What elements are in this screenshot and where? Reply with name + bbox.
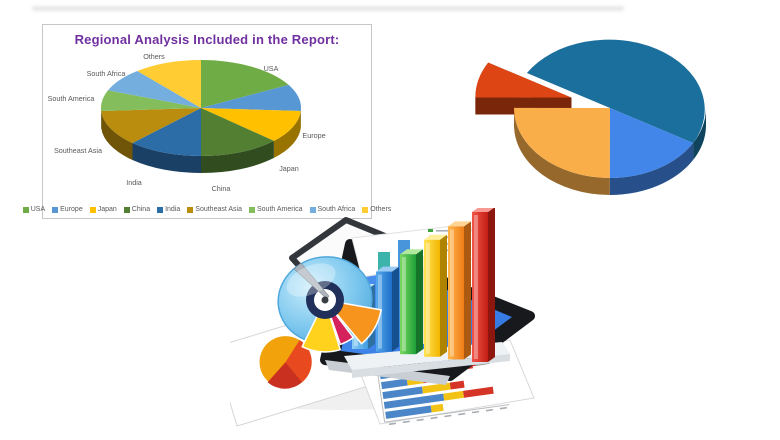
legend-label: Japan [97,206,117,213]
pie-label: Others [143,52,165,61]
pie-slice-side [132,143,201,173]
bar-3d [400,249,423,355]
pie-slice [137,60,201,108]
donut-gauge [277,256,382,353]
legend-item: Southeast Asia [187,206,242,213]
artifact-streak [32,6,624,11]
legend-swatch [248,206,255,213]
analytics-clipart [230,208,535,427]
legend-swatch [123,206,130,213]
legend-item: Japan [89,206,117,213]
bar-3d [448,221,471,360]
pie-label: South America [48,94,95,103]
donut-wedge [301,297,342,353]
pie-slice-side [273,111,301,158]
paper-bar-segment [449,380,465,390]
legend-swatch [157,206,164,213]
mini-legend-mark [428,229,433,232]
pie-label: Japan [279,164,299,173]
legend-item: South America [248,206,303,213]
pie-slice [201,108,274,157]
legend-swatch [22,206,29,213]
bar-3d [472,208,495,362]
pie-slice [609,108,694,179]
pie-slice-side [693,108,706,160]
pie-slice-side [609,143,694,196]
pie-label: South Africa [87,69,126,78]
legend-swatch [52,206,59,213]
legend-item: Europe [52,206,83,213]
paper-bar-segment [430,403,444,413]
legend-label: China [131,206,151,213]
pie-label: Europe [302,131,325,140]
paper-bar-segment [443,390,465,401]
pie-slice [475,62,572,98]
regional-analysis-chart-panel: Regional Analysis Included in the Report… [22,24,391,219]
pie-slice [513,107,610,178]
legend-item: India [157,206,180,213]
pie-slice [101,108,201,143]
legend-swatch [309,206,316,213]
paper-bar-segment [463,386,494,398]
legend-swatch [187,206,194,213]
legend-item: China [123,206,151,213]
paper-bar-segment [422,382,451,394]
paper-bar-segment [381,378,408,390]
pie-slice [100,90,201,111]
regional-pie-3d-chart: USA Europe Japan China India Southeast Asia So… [48,52,326,193]
pie-label: China [212,184,231,193]
pie-slice [201,84,301,111]
chart-title: Regional Analysis Included in the Report… [74,32,340,47]
legend-label: Europe [60,206,83,213]
legend-item: South Africa [309,206,356,213]
legend-label: Southeast Asia [195,206,242,213]
legend-swatch [362,206,369,213]
legend-label: India [165,206,181,213]
pie-slice [108,71,201,108]
pie-slice [132,108,201,156]
pie-label: India [126,178,142,187]
legend-swatch [89,206,96,213]
pie-slice [201,108,301,141]
paper-bar-segment [382,386,424,400]
bar-3d [424,234,447,357]
pie-slice [526,39,705,143]
pie-slice-side [101,111,133,160]
chart-legend: USA Europe Japan China India Southeast Asia So… [22,206,391,213]
legend-label: Others [370,206,392,213]
pie-slice-side [201,140,274,174]
pie-label: USA [264,64,279,73]
paper-bar-segment [383,393,445,409]
pie-slice-side [514,108,610,195]
legend-label: South Africa [317,206,356,213]
legend-item: USA [22,206,46,213]
pie-label: Southeast Asia [54,146,102,155]
gauge-needle [293,262,330,300]
market-share-pie-3d-chart [475,39,706,196]
legend-label: South America [256,206,303,213]
legend-label: USA [30,206,46,213]
paper-bar-segment [385,405,432,419]
legend-item: Others [362,206,391,213]
pie-slice [201,60,289,108]
